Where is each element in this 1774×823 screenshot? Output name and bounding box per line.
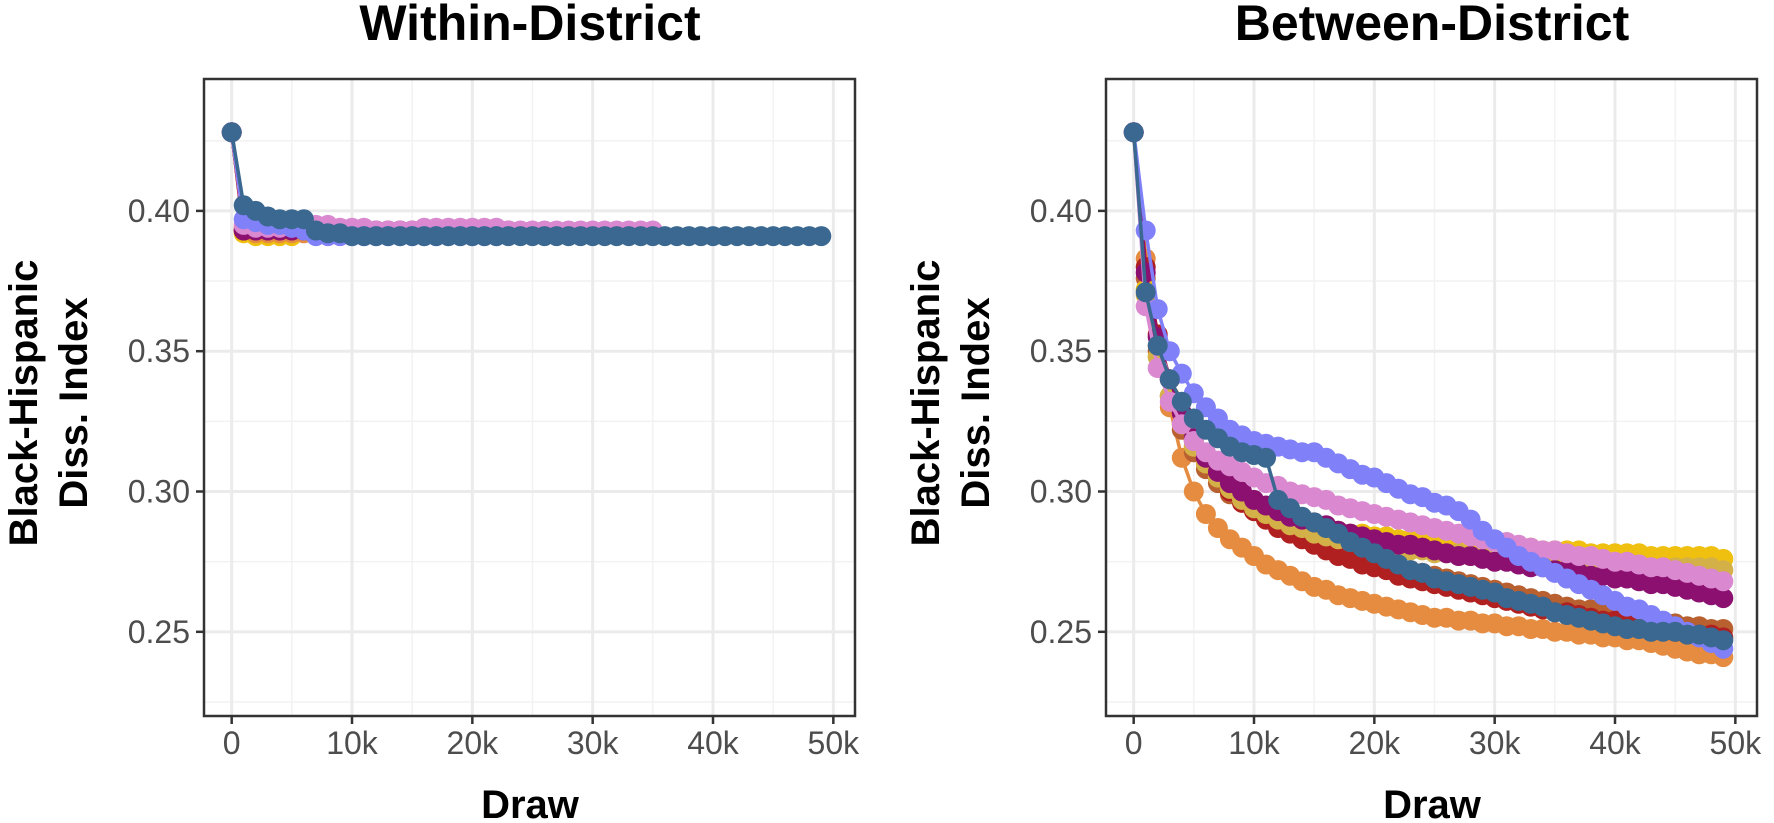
x-tick-label: 0 xyxy=(223,725,241,761)
x-tick-label: 20k xyxy=(1349,725,1402,761)
y-tick-label: 0.25 xyxy=(128,614,190,650)
data-point xyxy=(1147,299,1168,320)
grid xyxy=(204,79,855,716)
x-tick-label: 50k xyxy=(808,725,861,761)
x-tick-label: 0 xyxy=(1125,725,1143,761)
y-tick-label: 0.30 xyxy=(128,474,190,510)
data-point xyxy=(1195,504,1216,524)
data-point xyxy=(1147,335,1168,356)
data-point xyxy=(221,122,242,143)
y-axis-title-line-1: Black-Hispanic xyxy=(2,260,46,547)
data-point xyxy=(1713,571,1734,592)
panel-border xyxy=(202,77,857,718)
series-line xyxy=(1131,132,1724,584)
panel-title: Between-District xyxy=(1235,0,1630,51)
x-tick-label: 30k xyxy=(1469,725,1522,761)
data-point xyxy=(1135,282,1156,303)
x-tick-label: 30k xyxy=(567,725,620,761)
y-tick-label: 0.35 xyxy=(128,333,190,369)
data-point xyxy=(811,226,832,247)
series-8 xyxy=(221,122,832,247)
data-point xyxy=(1713,588,1734,609)
x-tick-label: 20k xyxy=(447,725,500,761)
y-axis-title-line-1: Black-Hispanic xyxy=(904,260,948,547)
data-point xyxy=(1171,391,1192,412)
x-axis-title: Draw xyxy=(1383,783,1482,823)
panel-title: Within-District xyxy=(359,0,701,51)
panel-border xyxy=(1104,77,1759,718)
y-axis-title-line-2: Diss. Index xyxy=(954,297,998,508)
data-point xyxy=(1123,122,1144,143)
between-district-panel: Between-District Draw Black-Hispanic Dis… xyxy=(904,0,1762,823)
data-point xyxy=(1256,447,1276,468)
y-tick-label: 0.30 xyxy=(1030,474,1092,510)
x-tick-label: 40k xyxy=(1589,725,1642,761)
x-axis-title: Draw xyxy=(481,783,580,823)
series-group xyxy=(221,122,832,247)
x-tick-label: 10k xyxy=(326,725,379,761)
y-tick-label: 0.40 xyxy=(1030,193,1092,229)
y-tick-label: 0.35 xyxy=(1030,333,1092,369)
x-tick-label: 40k xyxy=(687,725,740,761)
x-tick-label: 50k xyxy=(1710,725,1763,761)
x-tick-label: 10k xyxy=(1228,725,1281,761)
series-group xyxy=(1123,122,1734,668)
series-9 xyxy=(1123,122,1734,651)
data-point xyxy=(1159,369,1180,390)
within-district-panel: Within-District Draw Black-Hispanic Diss… xyxy=(2,0,860,823)
y-tick-label: 0.25 xyxy=(1030,614,1092,650)
y-tick-label: 0.40 xyxy=(128,193,190,229)
y-axis-title-line-2: Diss. Index xyxy=(52,297,96,508)
grid xyxy=(1106,79,1757,716)
data-point xyxy=(1713,630,1734,651)
data-point xyxy=(1135,220,1156,241)
data-point xyxy=(1183,481,1204,502)
